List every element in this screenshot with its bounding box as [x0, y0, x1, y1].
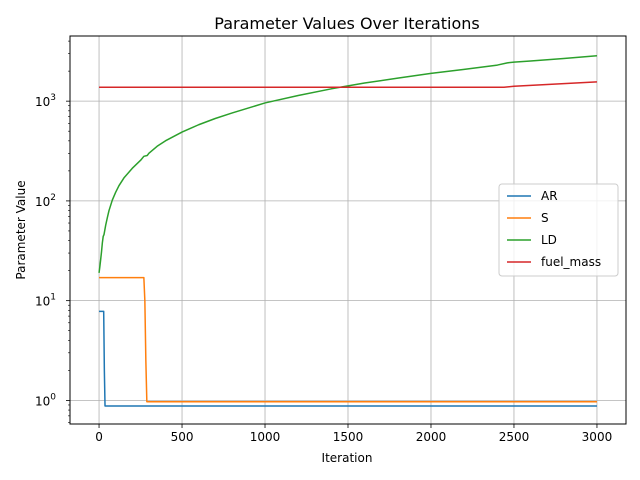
- series-line-ar: [99, 310, 597, 407]
- x-tick-label: 1500: [333, 430, 364, 444]
- x-axis-ticks: 0 500 1000 1500 2000 2500 3000: [95, 424, 612, 444]
- legend: AR S LD fuel_mass: [498, 183, 619, 277]
- chart-title: Parameter Values Over Iterations: [214, 14, 479, 33]
- x-tick-label: 3000: [582, 430, 613, 444]
- legend-label: AR: [541, 189, 558, 203]
- legend-label: fuel_mass: [541, 255, 601, 269]
- x-tick-label: 1000: [250, 430, 281, 444]
- series-line-ld: [98, 55, 598, 273]
- series-line-fuel-mass: [99, 81, 597, 88]
- series-line-s: [99, 276, 597, 403]
- legend-label: LD: [541, 233, 557, 247]
- x-tick-label: 2000: [416, 430, 447, 444]
- x-tick-label: 2500: [499, 430, 530, 444]
- x-tick-label: 500: [171, 430, 194, 444]
- x-axis-label: Iteration: [322, 451, 373, 465]
- series-layer: [98, 55, 598, 407]
- legend-box: [498, 183, 619, 277]
- y-axis-label: Parameter Value: [14, 180, 28, 279]
- x-tick-label: 0: [95, 430, 103, 444]
- legend-label: S: [541, 211, 549, 225]
